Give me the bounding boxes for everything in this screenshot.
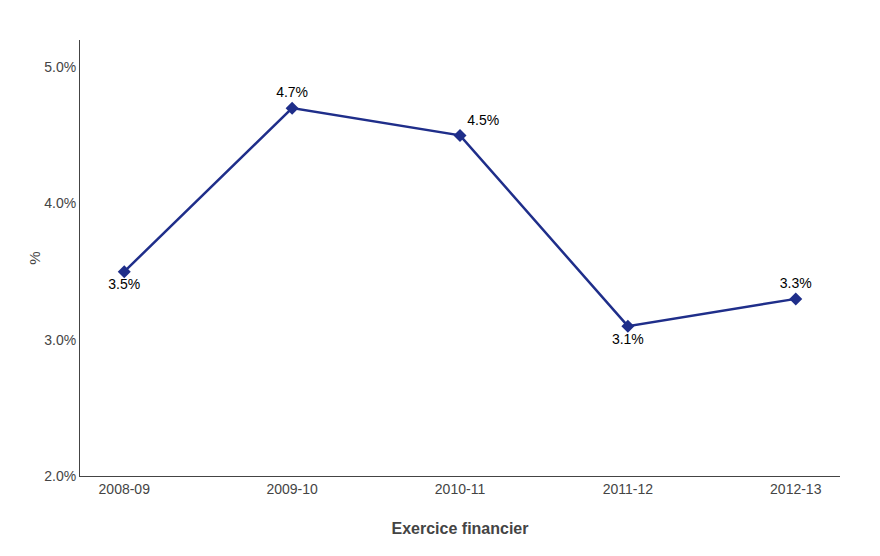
svg-text:3.3%: 3.3%	[780, 275, 812, 291]
svg-text:4.0%: 4.0%	[44, 195, 76, 211]
svg-text:4.5%: 4.5%	[467, 112, 499, 128]
svg-text:3.5%: 3.5%	[108, 276, 140, 292]
svg-text:2010-11: 2010-11	[435, 481, 486, 497]
svg-text:2009-10: 2009-10	[266, 481, 318, 497]
svg-text:5.0%: 5.0%	[44, 59, 76, 75]
svg-text:2012-13: 2012-13	[770, 481, 822, 497]
svg-text:2.0%: 2.0%	[44, 468, 76, 484]
svg-text:2011-12: 2011-12	[603, 481, 654, 497]
svg-text:4.7%: 4.7%	[276, 84, 308, 100]
svg-text:3.0%: 3.0%	[44, 332, 76, 348]
svg-text:%: %	[26, 251, 43, 264]
svg-text:3.1%: 3.1%	[612, 331, 644, 347]
svg-text:Exercice financier: Exercice financier	[392, 520, 529, 537]
svg-text:2008-09: 2008-09	[99, 481, 151, 497]
